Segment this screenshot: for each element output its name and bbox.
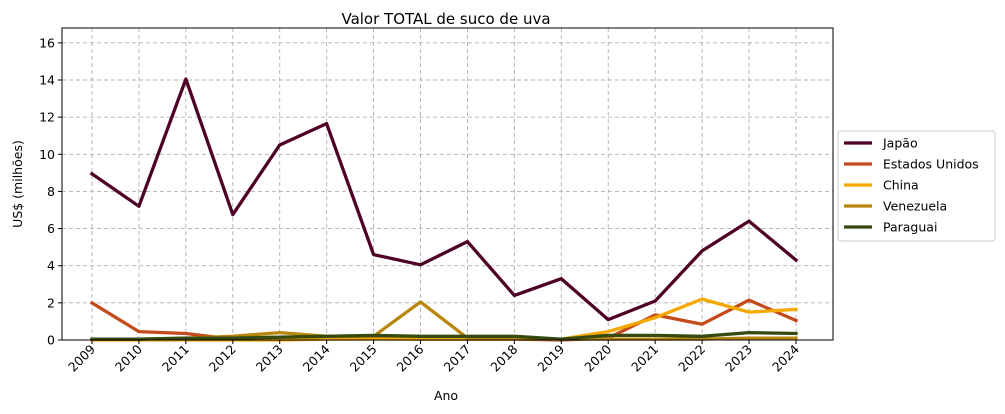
- series-line-4: [90, 330, 798, 341]
- y-tick-label: 6: [47, 221, 55, 236]
- x-axis-label: Ano: [434, 388, 458, 403]
- y-tick-label: 8: [47, 184, 55, 199]
- y-tick-label: 2: [47, 295, 55, 310]
- x-tick-label: 2010: [112, 341, 145, 374]
- y-tick-label: 14: [39, 73, 55, 88]
- x-tick-label: 2021: [628, 342, 661, 375]
- x-tick-label: 2014: [300, 341, 333, 374]
- grid: [62, 28, 833, 340]
- y-axis: 0 2 4 6 8 10 12 14 16: [39, 35, 62, 348]
- x-tick-label: 2020: [581, 341, 614, 374]
- x-tick-label: 2011: [159, 342, 192, 375]
- x-tick-label: 2016: [394, 341, 427, 374]
- series-line-0: [89, 77, 799, 322]
- x-axis: 2009 2010 2011 2012 2013 2014 2015 2016 2017 2018…: [65, 340, 802, 375]
- legend-label: Japão: [882, 136, 918, 151]
- plot-frame: [61, 27, 834, 341]
- legend-label: Venezuela: [883, 199, 947, 214]
- x-tick-label: 2018: [487, 341, 520, 374]
- x-tick-label: 2019: [534, 341, 567, 374]
- x-tick-label: 2013: [253, 342, 286, 375]
- x-tick-label: 2024: [769, 341, 802, 374]
- y-tick-label: 16: [39, 35, 55, 50]
- legend: Japão Estados Unidos China Venezuela Paragua…: [837, 130, 996, 242]
- y-tick-label: 12: [39, 110, 55, 125]
- y-axis-label: US$ (milhões): [10, 140, 25, 228]
- x-tick-label: 2022: [675, 342, 708, 375]
- x-tick-label: 2012: [206, 342, 239, 375]
- x-tick-label: 2023: [722, 342, 755, 375]
- legend-label: Estados Unidos: [883, 157, 979, 172]
- chart-title: Valor TOTAL de suco de uva: [341, 10, 550, 28]
- y-tick-label: 4: [47, 258, 55, 273]
- x-tick-label: 2015: [347, 342, 380, 375]
- x-tick-label: 2017: [440, 342, 473, 375]
- legend-box: [837, 130, 996, 242]
- legend-label: China: [883, 178, 919, 193]
- series-layer: [89, 77, 799, 342]
- y-tick-label: 0: [47, 333, 55, 348]
- legend-label: Paraguai: [883, 220, 937, 235]
- x-tick-label: 2009: [65, 341, 98, 374]
- y-tick-label: 10: [39, 147, 55, 162]
